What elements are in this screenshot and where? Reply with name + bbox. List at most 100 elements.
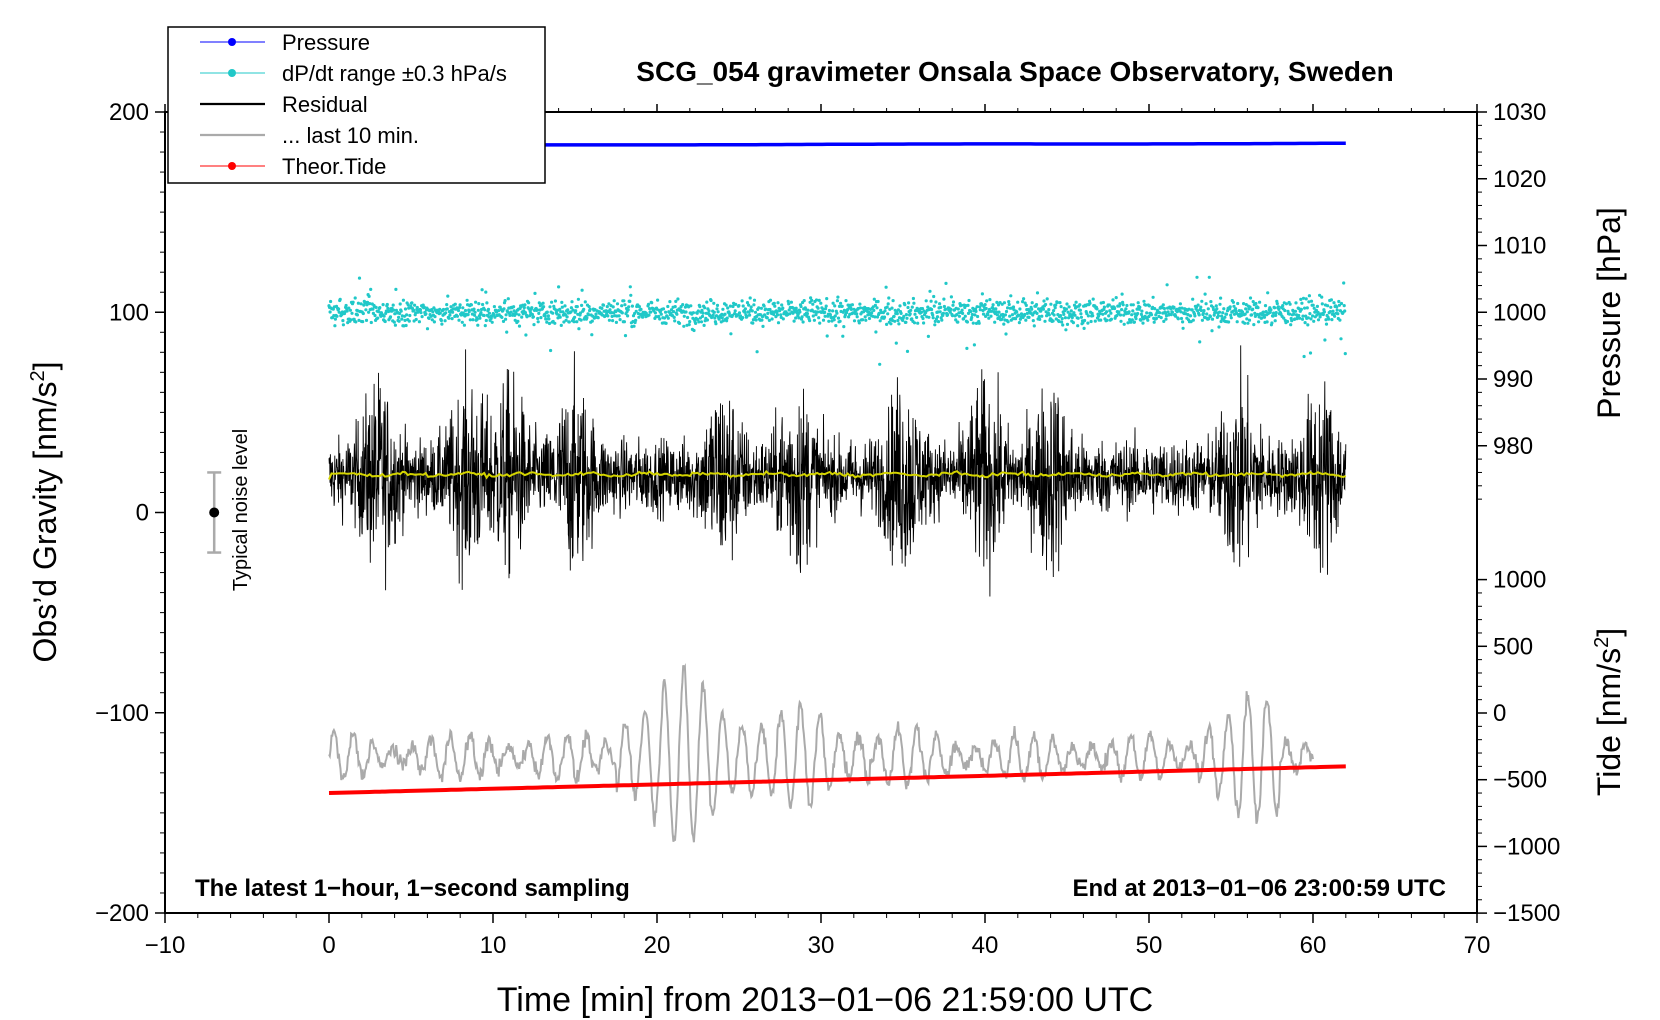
dpdt-point <box>1250 313 1254 317</box>
y-tick-label-tide: −1500 <box>1493 900 1560 927</box>
dpdt-point <box>703 306 707 310</box>
dpdt-point <box>942 304 947 309</box>
dpdt-point <box>1273 306 1277 310</box>
series-last-10-min <box>328 662 1314 843</box>
dpdt-point <box>557 285 561 289</box>
dpdt-point <box>972 343 977 347</box>
dpdt-point <box>1275 302 1279 306</box>
dpdt-point <box>936 320 941 324</box>
dpdt-point <box>957 314 962 318</box>
dpdt-point <box>797 316 801 320</box>
dpdt-point <box>1078 303 1082 307</box>
dpdt-point <box>1091 314 1095 318</box>
dpdt-point <box>701 311 705 315</box>
dpdt-point <box>1203 292 1207 296</box>
dpdt-point <box>1219 296 1223 300</box>
dpdt-point <box>1121 303 1125 307</box>
dpdt-point <box>874 330 878 334</box>
dpdt-point <box>672 310 676 314</box>
dpdt-point <box>391 303 395 307</box>
dpdt-point <box>1064 307 1068 311</box>
dpdt-point <box>837 304 842 308</box>
dpdt-point <box>1136 311 1140 316</box>
dpdt-point <box>1253 314 1257 318</box>
dpdt-point <box>956 307 960 311</box>
dpdt-point <box>1026 307 1031 312</box>
dpdt-point <box>831 301 835 305</box>
dpdt-point <box>413 303 417 307</box>
dpdt-point <box>1154 316 1158 321</box>
dpdt-point <box>748 296 752 300</box>
dpdt-point <box>835 299 840 303</box>
dpdt-point <box>1315 304 1319 308</box>
dpdt-point <box>669 308 674 312</box>
dpdt-point <box>737 304 741 308</box>
dpdt-point <box>1223 315 1227 319</box>
dpdt-point <box>569 310 573 314</box>
x-tick-label: −10 <box>145 932 186 959</box>
dpdt-point <box>1001 315 1005 319</box>
dpdt-point <box>1059 314 1063 318</box>
dpdt-point <box>630 304 635 308</box>
dpdt-point <box>1083 318 1087 323</box>
dpdt-point <box>1062 312 1066 316</box>
dpdt-point <box>899 311 903 315</box>
dpdt-point <box>606 314 610 318</box>
dpdt-point <box>720 316 724 320</box>
dpdt-point <box>831 309 835 313</box>
dpdt-point <box>908 312 912 316</box>
dpdt-point <box>714 322 718 326</box>
dpdt-point <box>590 319 594 323</box>
dpdt-point <box>814 298 819 302</box>
dpdt-point <box>447 316 451 320</box>
dpdt-point <box>1318 315 1322 319</box>
dpdt-point <box>727 311 731 315</box>
dpdt-point <box>910 317 914 321</box>
dpdt-point <box>1265 320 1269 324</box>
dpdt-point <box>931 316 935 320</box>
dpdt-point <box>745 314 749 318</box>
dpdt-point <box>1164 317 1168 321</box>
dpdt-point <box>648 307 652 311</box>
dpdt-point <box>1169 313 1173 317</box>
dpdt-point <box>832 318 836 322</box>
dpdt-point <box>1146 318 1150 322</box>
dpdt-point <box>445 307 449 311</box>
dpdt-point <box>920 307 925 311</box>
dpdt-point <box>425 327 430 331</box>
dpdt-point <box>929 299 933 303</box>
dpdt-point <box>1093 319 1097 323</box>
dpdt-point <box>932 294 936 299</box>
dpdt-point <box>919 310 924 314</box>
dpdt-point <box>364 308 368 312</box>
noise-center-dot <box>209 507 220 518</box>
dpdt-point <box>481 302 485 307</box>
dpdt-point <box>596 316 600 320</box>
dpdt-point <box>697 320 701 324</box>
dpdt-point <box>588 307 592 311</box>
dpdt-point <box>892 314 896 318</box>
y-axis-label-left-sup: 2 <box>27 370 49 381</box>
dpdt-point <box>656 298 660 302</box>
dpdt-point <box>691 311 696 315</box>
dpdt-point <box>570 300 574 304</box>
dpdt-point <box>1079 315 1083 319</box>
dpdt-point <box>580 288 584 292</box>
dpdt-point <box>1294 301 1298 305</box>
dpdt-point <box>446 294 450 298</box>
dpdt-point <box>408 313 412 318</box>
dpdt-point <box>1244 307 1248 311</box>
dpdt-point <box>1257 320 1261 324</box>
dpdt-point <box>508 313 512 317</box>
dpdt-point <box>484 290 488 294</box>
dpdt-point <box>468 318 472 322</box>
dpdt-point <box>460 320 464 324</box>
dpdt-point <box>986 313 990 317</box>
dpdt-point <box>1101 300 1105 305</box>
dpdt-point <box>549 348 553 353</box>
dpdt-point <box>768 307 772 312</box>
dpdt-point <box>618 318 622 322</box>
dpdt-point <box>1163 311 1168 315</box>
dpdt-point <box>1243 312 1247 316</box>
dpdt-point <box>1105 318 1109 322</box>
